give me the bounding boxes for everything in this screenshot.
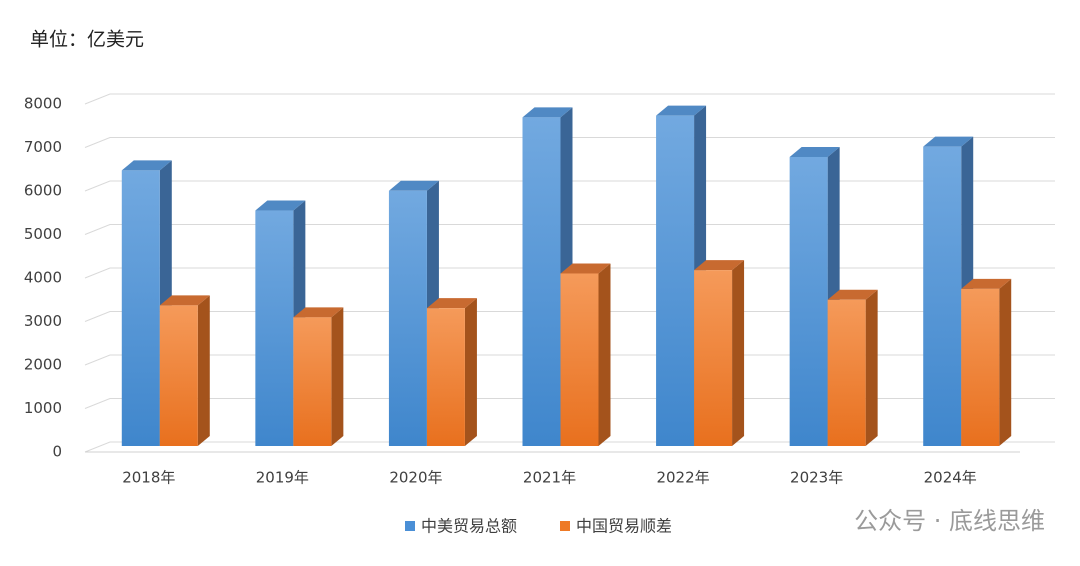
x-tick-label: 2021年: [523, 469, 576, 487]
bar-top: [694, 260, 745, 271]
grid-line: [84, 180, 1055, 192]
bar-side: [732, 260, 745, 446]
y-tick-label: 7000: [24, 138, 62, 156]
bar-top: [560, 263, 611, 274]
bar-top: [293, 307, 344, 318]
y-tick-label: 1000: [24, 399, 62, 417]
bar: [560, 273, 599, 446]
x-tick-label: 2023年: [790, 469, 843, 487]
bar: [522, 117, 561, 447]
bar-top: [827, 289, 878, 300]
bar: [388, 190, 427, 446]
bar-top: [789, 146, 840, 157]
y-tick-label: 4000: [24, 269, 62, 287]
bar-top: [522, 107, 573, 118]
bar: [694, 270, 733, 446]
x-tick-label: 2018年: [122, 469, 175, 487]
legend-swatch: [560, 521, 570, 531]
bar-side: [999, 278, 1012, 446]
bar-top: [656, 105, 707, 116]
bar-side: [197, 295, 210, 446]
x-tick-label: 2020年: [389, 469, 442, 487]
bar: [293, 317, 332, 446]
bar-top: [961, 278, 1012, 289]
y-tick-label: 6000: [24, 182, 62, 200]
x-tick-label: 2022年: [656, 469, 709, 487]
bar-side: [464, 298, 477, 446]
y-tick-label: 0: [52, 443, 62, 461]
legend-swatch: [405, 521, 415, 531]
bar-side: [865, 289, 878, 446]
legend-label: 中美贸易总额: [421, 517, 517, 536]
y-tick-label: 2000: [24, 356, 62, 374]
grid-line: [84, 137, 1055, 148]
bar: [426, 308, 465, 446]
grid-line: [84, 224, 1055, 235]
watermark: 公众号 · 底线思维: [854, 507, 1045, 535]
bar: [255, 210, 294, 446]
bar: [121, 170, 160, 447]
bar-top: [923, 136, 974, 147]
y-tick-label: 8000: [24, 95, 62, 113]
bar-side: [598, 263, 611, 446]
y-tick-label: 5000: [24, 225, 62, 243]
grid-line: [84, 93, 1055, 105]
bar-top: [121, 160, 172, 171]
bar: [159, 305, 198, 446]
x-tick-label: 2019年: [256, 469, 309, 487]
bar: [827, 299, 866, 446]
bar: [656, 115, 695, 446]
x-tick-label: 2024年: [924, 469, 977, 487]
bar-top: [159, 295, 210, 306]
bar: [961, 288, 1000, 446]
bar-top: [255, 200, 306, 211]
bar-top: [426, 298, 477, 309]
y-tick-label: 3000: [24, 312, 62, 330]
unit-note: 单位：亿美元: [30, 29, 144, 51]
legend-label: 中国贸易顺差: [576, 517, 672, 536]
grid-line: [84, 441, 1055, 453]
bar-side: [331, 307, 344, 446]
bar: [923, 146, 962, 446]
bar: [789, 156, 828, 446]
bar-top: [388, 180, 439, 191]
